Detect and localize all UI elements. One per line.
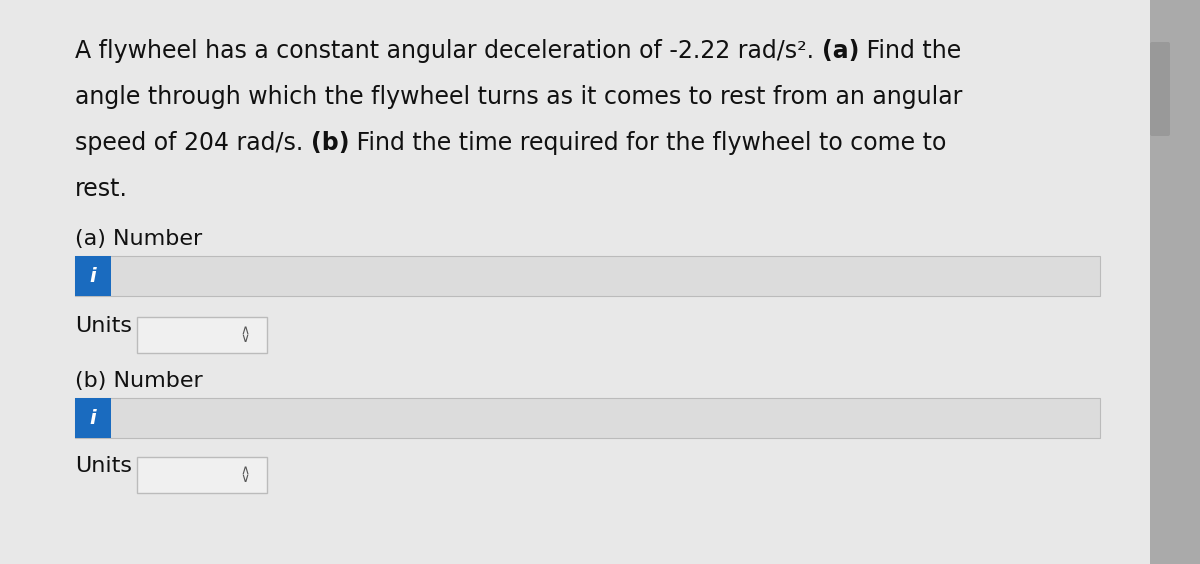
Text: ∨: ∨: [240, 473, 250, 486]
Text: ∨: ∨: [240, 333, 250, 346]
Text: Find the: Find the: [859, 39, 961, 63]
Text: Units: Units: [74, 456, 132, 476]
Text: Find the time required for the flywheel to come to: Find the time required for the flywheel …: [349, 131, 947, 155]
Text: A flywheel has a constant angular deceleration of -2.22 rad/s².: A flywheel has a constant angular decele…: [74, 39, 822, 63]
Text: speed of 204 rad/s.: speed of 204 rad/s.: [74, 131, 311, 155]
Text: i: i: [90, 267, 96, 285]
Text: (b): (b): [311, 131, 349, 155]
FancyBboxPatch shape: [1150, 42, 1170, 136]
FancyBboxPatch shape: [74, 398, 112, 438]
Text: (b) Number: (b) Number: [74, 371, 203, 391]
Text: i: i: [90, 408, 96, 428]
FancyBboxPatch shape: [74, 256, 112, 296]
Text: ∧: ∧: [240, 465, 250, 478]
Text: (a) Number: (a) Number: [74, 229, 203, 249]
FancyBboxPatch shape: [0, 0, 1150, 564]
Text: (a): (a): [822, 39, 859, 63]
FancyBboxPatch shape: [137, 457, 266, 493]
Text: ∧: ∧: [240, 324, 250, 337]
Text: Units: Units: [74, 316, 132, 336]
FancyBboxPatch shape: [137, 317, 266, 353]
Text: rest.: rest.: [74, 177, 128, 201]
FancyBboxPatch shape: [1150, 0, 1200, 564]
FancyBboxPatch shape: [74, 256, 1100, 296]
FancyBboxPatch shape: [74, 398, 1100, 438]
Text: angle through which the flywheel turns as it comes to rest from an angular: angle through which the flywheel turns a…: [74, 85, 962, 109]
